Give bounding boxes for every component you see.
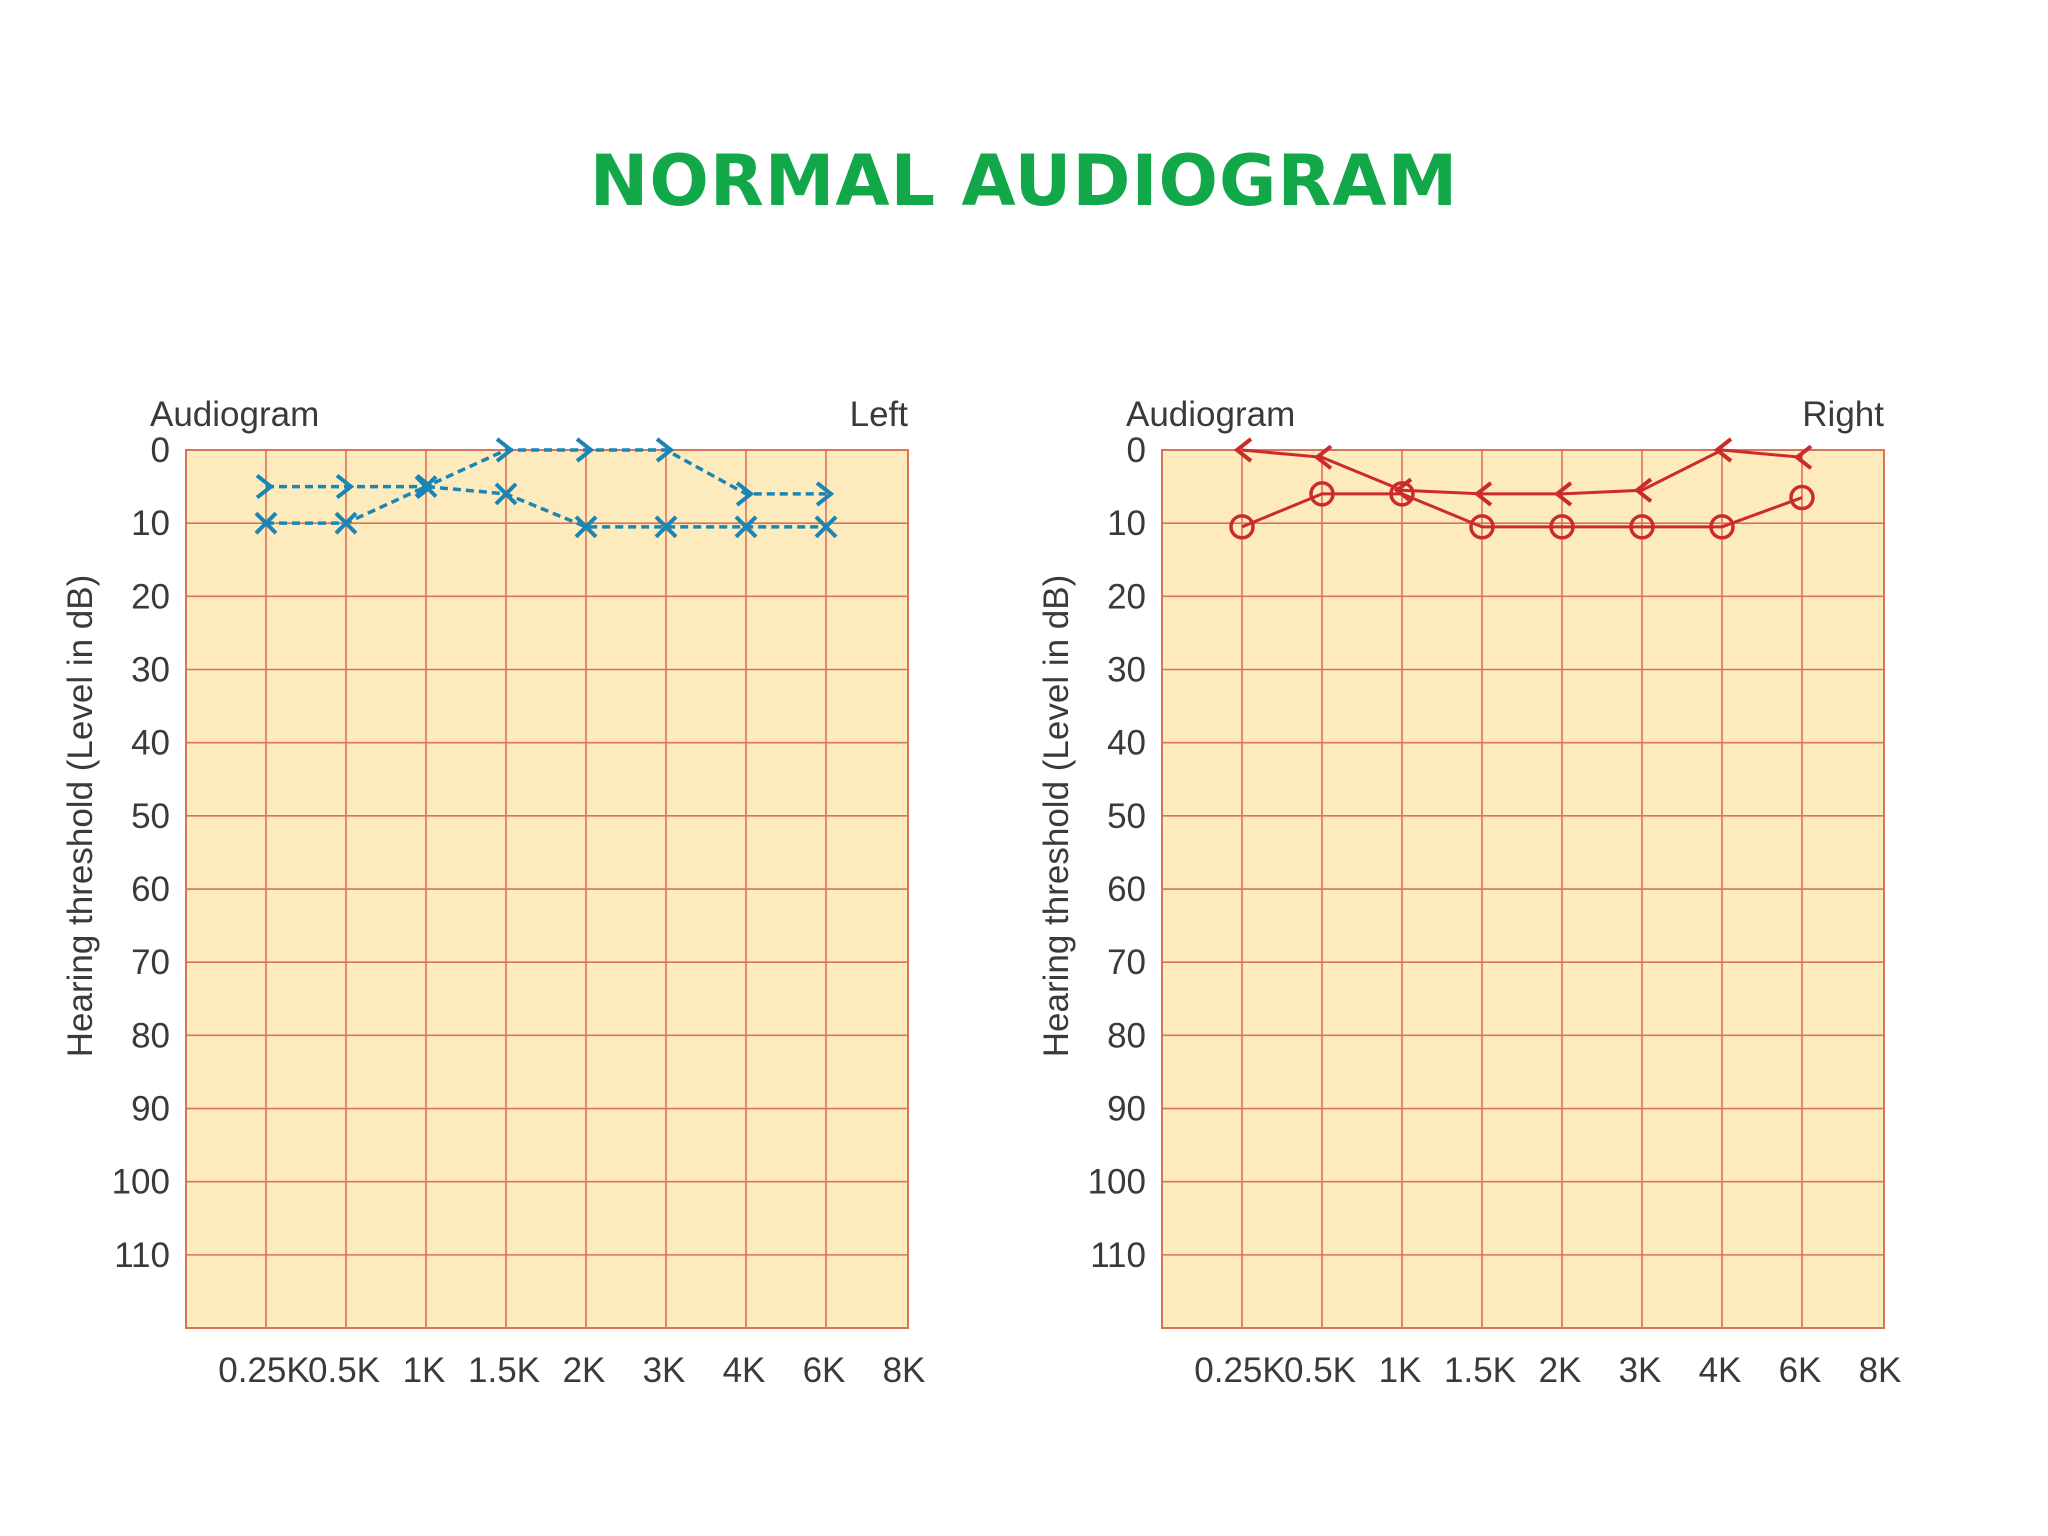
circle-marker [1789, 484, 1815, 511]
x-tick-label: 8K [1859, 1351, 1902, 1390]
y-axis-label: Hearing threshold (Level in dB) [61, 575, 100, 1057]
x-tick-label: 6K [803, 1351, 846, 1390]
arrow-left-marker [1553, 481, 1573, 507]
x-tick-label: 1K [403, 1351, 446, 1390]
y-tick-label: 40 [131, 724, 170, 763]
arrow-left-marker [1313, 444, 1333, 470]
y-tick-label: 80 [1107, 1016, 1146, 1055]
circle-marker [1549, 514, 1575, 540]
x-marker [814, 515, 838, 539]
y-axis-label: Hearing threshold (Level in dB) [1037, 575, 1076, 1057]
y-tick-label: 0 [1127, 431, 1146, 470]
y-tick-label: 100 [1088, 1163, 1146, 1202]
y-tick-label: 100 [112, 1163, 170, 1202]
y-tick-label: 80 [131, 1016, 170, 1055]
series-1 [1229, 481, 1815, 540]
y-tick-label: 60 [1107, 870, 1146, 909]
circle-marker [1389, 481, 1415, 507]
chart-title: Audiogram [150, 395, 319, 434]
y-tick-label: 50 [1107, 797, 1146, 836]
x-tick-label: 4K [1699, 1351, 1742, 1390]
x-marker [494, 482, 518, 506]
x-tick-label: 2K [563, 1351, 606, 1390]
ear-side-label: Right [1802, 395, 1884, 434]
series-line [266, 448, 826, 496]
x-tick-label: 1.5K [468, 1351, 540, 1390]
y-tick-label: 10 [131, 504, 170, 543]
x-marker [574, 515, 598, 539]
x-tick-label: 8K [883, 1351, 926, 1390]
y-tick-label: 70 [1107, 943, 1146, 982]
y-tick-label: 10 [1107, 504, 1146, 543]
page-title: NORMAL AUDIOGRAM [589, 140, 1459, 222]
x-tick-label: 1.5K [1444, 1351, 1516, 1390]
arrow-right-marker [255, 474, 275, 500]
arrow-right-marker [735, 481, 755, 507]
x-tick-label: 6K [1779, 1351, 1822, 1390]
x-tick-label: 0.5K [1284, 1351, 1356, 1390]
arrow-left-marker [1713, 437, 1733, 463]
y-tick-label: 90 [131, 1090, 170, 1129]
arrow-left-marker [1633, 477, 1653, 503]
x-tick-label: 4K [723, 1351, 766, 1390]
arrow-right-marker [335, 474, 355, 500]
y-tick-label: 50 [131, 797, 170, 836]
series-line [266, 484, 826, 529]
series-line [1241, 492, 1803, 529]
y-tick-label: 110 [1090, 1236, 1146, 1275]
y-tick-label: 30 [131, 651, 170, 690]
grid [1162, 450, 1884, 1328]
arrow-right-marker [655, 437, 675, 463]
circle-marker [1309, 481, 1335, 507]
y-tick-label: 60 [131, 870, 170, 909]
y-tick-label: 0 [151, 431, 170, 470]
y-tick-label: 20 [131, 577, 170, 616]
y-tick-label: 90 [1107, 1090, 1146, 1129]
y-tick-label: 110 [114, 1236, 170, 1275]
x-tick-label: 2K [1539, 1351, 1582, 1390]
series-line [1241, 448, 1803, 496]
x-tick-label: 3K [643, 1351, 686, 1390]
arrow-left-marker [1233, 437, 1253, 463]
series-2 [255, 437, 835, 507]
x-tick-label: 0.25K [1194, 1351, 1285, 1390]
x-tick-label: 3K [1619, 1351, 1662, 1390]
y-tick-label: 30 [1107, 651, 1146, 690]
x-tick-label: 0.25K [218, 1351, 309, 1390]
x-tick-label: 1K [1379, 1351, 1422, 1390]
arrow-right-marker [415, 474, 435, 500]
arrow-left-marker [1473, 481, 1493, 507]
circle-marker [1469, 514, 1495, 540]
circle-marker [1229, 514, 1255, 540]
x-marker [334, 511, 358, 535]
arrow-left-marker [1793, 444, 1813, 470]
chart-title: Audiogram [1126, 395, 1295, 434]
circle-marker [1629, 514, 1655, 540]
x-marker [254, 511, 278, 535]
y-tick-label: 70 [131, 943, 170, 982]
circle-marker [1709, 514, 1735, 540]
arrow-right-marker [815, 481, 835, 507]
arrow-left-marker [1393, 477, 1413, 503]
arrow-right-marker [495, 437, 515, 463]
arrow-right-marker [575, 437, 595, 463]
x-tick-label: 0.5K [308, 1351, 380, 1390]
y-tick-label: 20 [1107, 577, 1146, 616]
series-2 [1233, 437, 1813, 507]
x-marker [654, 515, 678, 539]
ear-side-label: Left [850, 395, 909, 434]
x-marker [734, 515, 758, 539]
y-tick-label: 40 [1107, 724, 1146, 763]
